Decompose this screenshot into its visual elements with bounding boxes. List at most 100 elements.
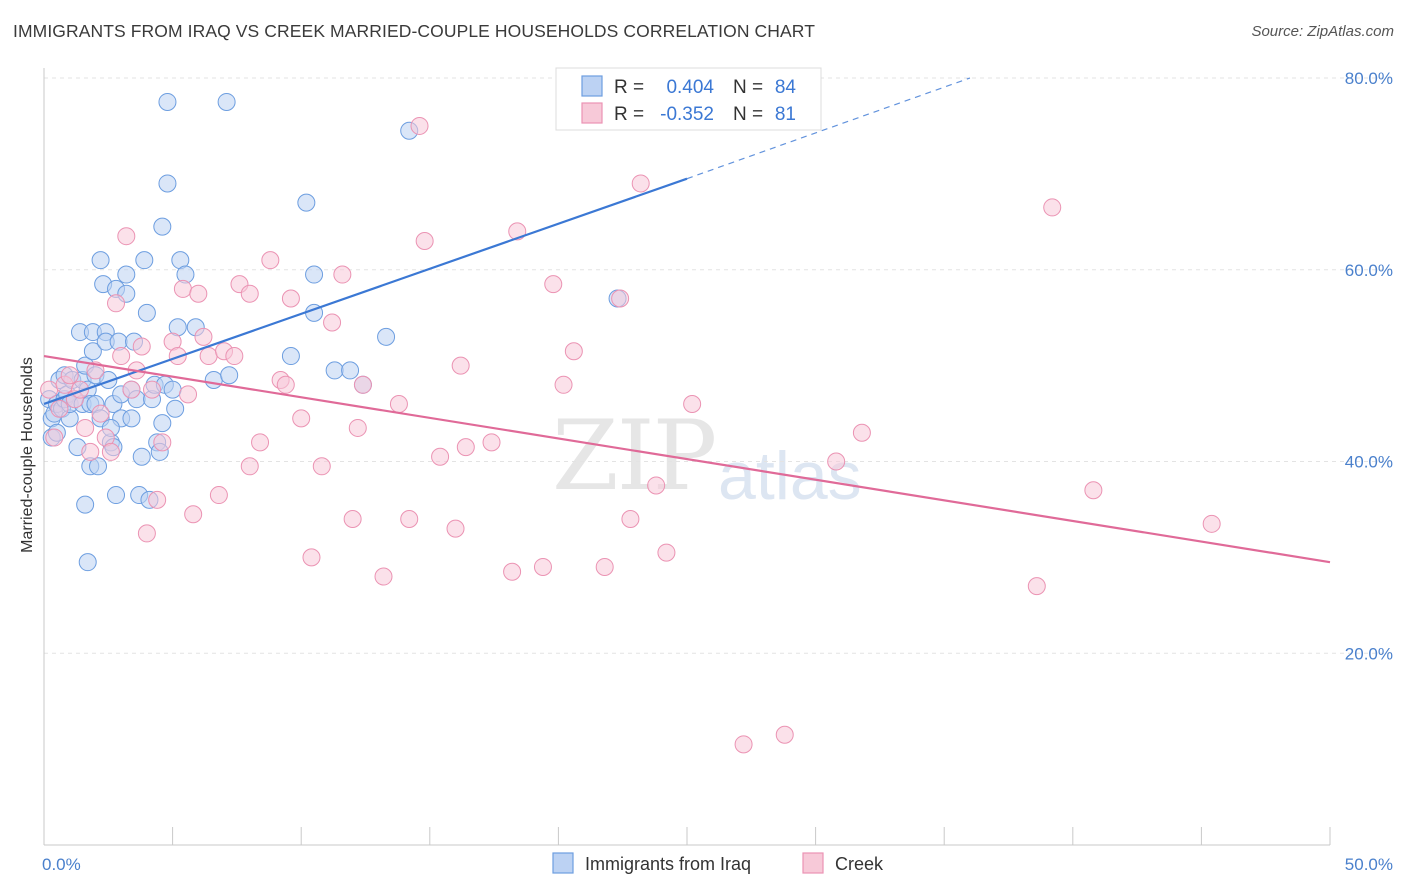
data-point: [50, 399, 69, 418]
legend-swatch: [581, 102, 603, 124]
legend-swatch: [581, 75, 603, 97]
data-point: [184, 505, 203, 524]
data-point: [348, 418, 367, 437]
series-legend-swatch: [552, 852, 574, 874]
series-legend: Immigrants from Iraq Creek: [552, 852, 884, 874]
data-point: [456, 438, 475, 457]
data-point: [76, 418, 95, 437]
data-point: [827, 452, 846, 471]
data-point: [305, 265, 324, 284]
y-tick-label: 20.0%: [1345, 644, 1393, 663]
legend-n-value: 81: [775, 104, 796, 125]
data-point: [199, 347, 218, 366]
legend-n-label: N =: [733, 77, 763, 98]
data-point: [431, 447, 450, 466]
data-point: [251, 433, 270, 452]
data-point: [323, 313, 342, 332]
data-point: [132, 447, 151, 466]
series-legend-swatch: [802, 852, 824, 874]
trend-line-creek: [43, 354, 1331, 564]
data-point: [89, 457, 108, 476]
stats-legend: R = 0.404 N = 84 R = -0.352 N = 81: [555, 67, 822, 131]
watermark-zip: ZIP: [552, 400, 717, 512]
data-point: [220, 366, 239, 385]
data-point: [132, 337, 151, 356]
data-point: [281, 347, 300, 366]
data-point: [353, 375, 372, 394]
data-point: [153, 217, 172, 236]
data-point: [137, 524, 156, 543]
data-point: [163, 380, 182, 399]
y-axis-title: Married-couple Households: [19, 357, 36, 553]
data-point: [86, 361, 105, 380]
data-point: [148, 490, 167, 509]
data-point: [143, 380, 162, 399]
data-point: [564, 342, 583, 361]
source-label: Source: ZipAtlas.com: [1251, 23, 1394, 40]
data-point: [107, 294, 126, 313]
data-point: [374, 567, 393, 586]
series-iraq: [40, 92, 627, 572]
data-point: [194, 327, 213, 346]
data-point: [1202, 514, 1221, 533]
data-point: [135, 251, 154, 270]
data-point: [117, 227, 136, 246]
data-point: [595, 557, 614, 576]
data-point: [45, 428, 64, 447]
data-point: [451, 356, 470, 375]
data-point: [137, 303, 156, 322]
data-point: [325, 361, 344, 380]
data-point: [166, 399, 185, 418]
data-point: [410, 116, 429, 135]
data-point: [302, 548, 321, 567]
data-point: [173, 279, 192, 298]
series-legend-label: Immigrants from Iraq: [585, 854, 751, 874]
legend-n-value: 84: [775, 77, 797, 98]
chart-title: IMMIGRANTS FROM IRAQ VS CREEK MARRIED-CO…: [13, 21, 816, 41]
data-point: [189, 284, 208, 303]
data-point: [554, 375, 573, 394]
data-point: [158, 92, 177, 111]
data-point: [683, 394, 702, 413]
data-point: [76, 495, 95, 514]
data-point: [117, 265, 136, 284]
x-tick-label: 50.0%: [1345, 855, 1393, 874]
data-point: [122, 409, 141, 428]
data-point: [852, 423, 871, 442]
data-point: [281, 289, 300, 308]
data-point: [503, 562, 522, 581]
data-point: [158, 174, 177, 193]
data-point: [482, 433, 501, 452]
data-point: [647, 476, 666, 495]
data-point: [78, 553, 97, 572]
data-point: [377, 327, 396, 346]
data-point: [153, 414, 172, 433]
series-legend-label: Creek: [835, 854, 884, 874]
data-point: [1027, 577, 1046, 596]
data-point: [297, 193, 316, 212]
data-point: [240, 284, 259, 303]
data-point: [240, 457, 259, 476]
data-point: [261, 251, 280, 270]
y-tick-label: 60.0%: [1345, 261, 1393, 280]
data-point: [60, 366, 79, 385]
data-point: [400, 510, 419, 529]
data-point: [657, 543, 676, 562]
data-point: [341, 361, 360, 380]
data-point: [101, 442, 120, 461]
data-point: [734, 735, 753, 754]
data-point: [40, 380, 59, 399]
y-tick-label: 80.0%: [1345, 69, 1393, 88]
data-point: [415, 231, 434, 250]
data-point: [333, 265, 352, 284]
data-point: [83, 342, 102, 361]
data-point: [225, 347, 244, 366]
data-point: [276, 375, 295, 394]
legend-n-label: N =: [733, 104, 763, 125]
data-point: [91, 404, 110, 423]
data-point: [204, 371, 223, 390]
data-point: [81, 442, 100, 461]
legend-r-label: R =: [614, 77, 644, 98]
data-point: [112, 347, 131, 366]
